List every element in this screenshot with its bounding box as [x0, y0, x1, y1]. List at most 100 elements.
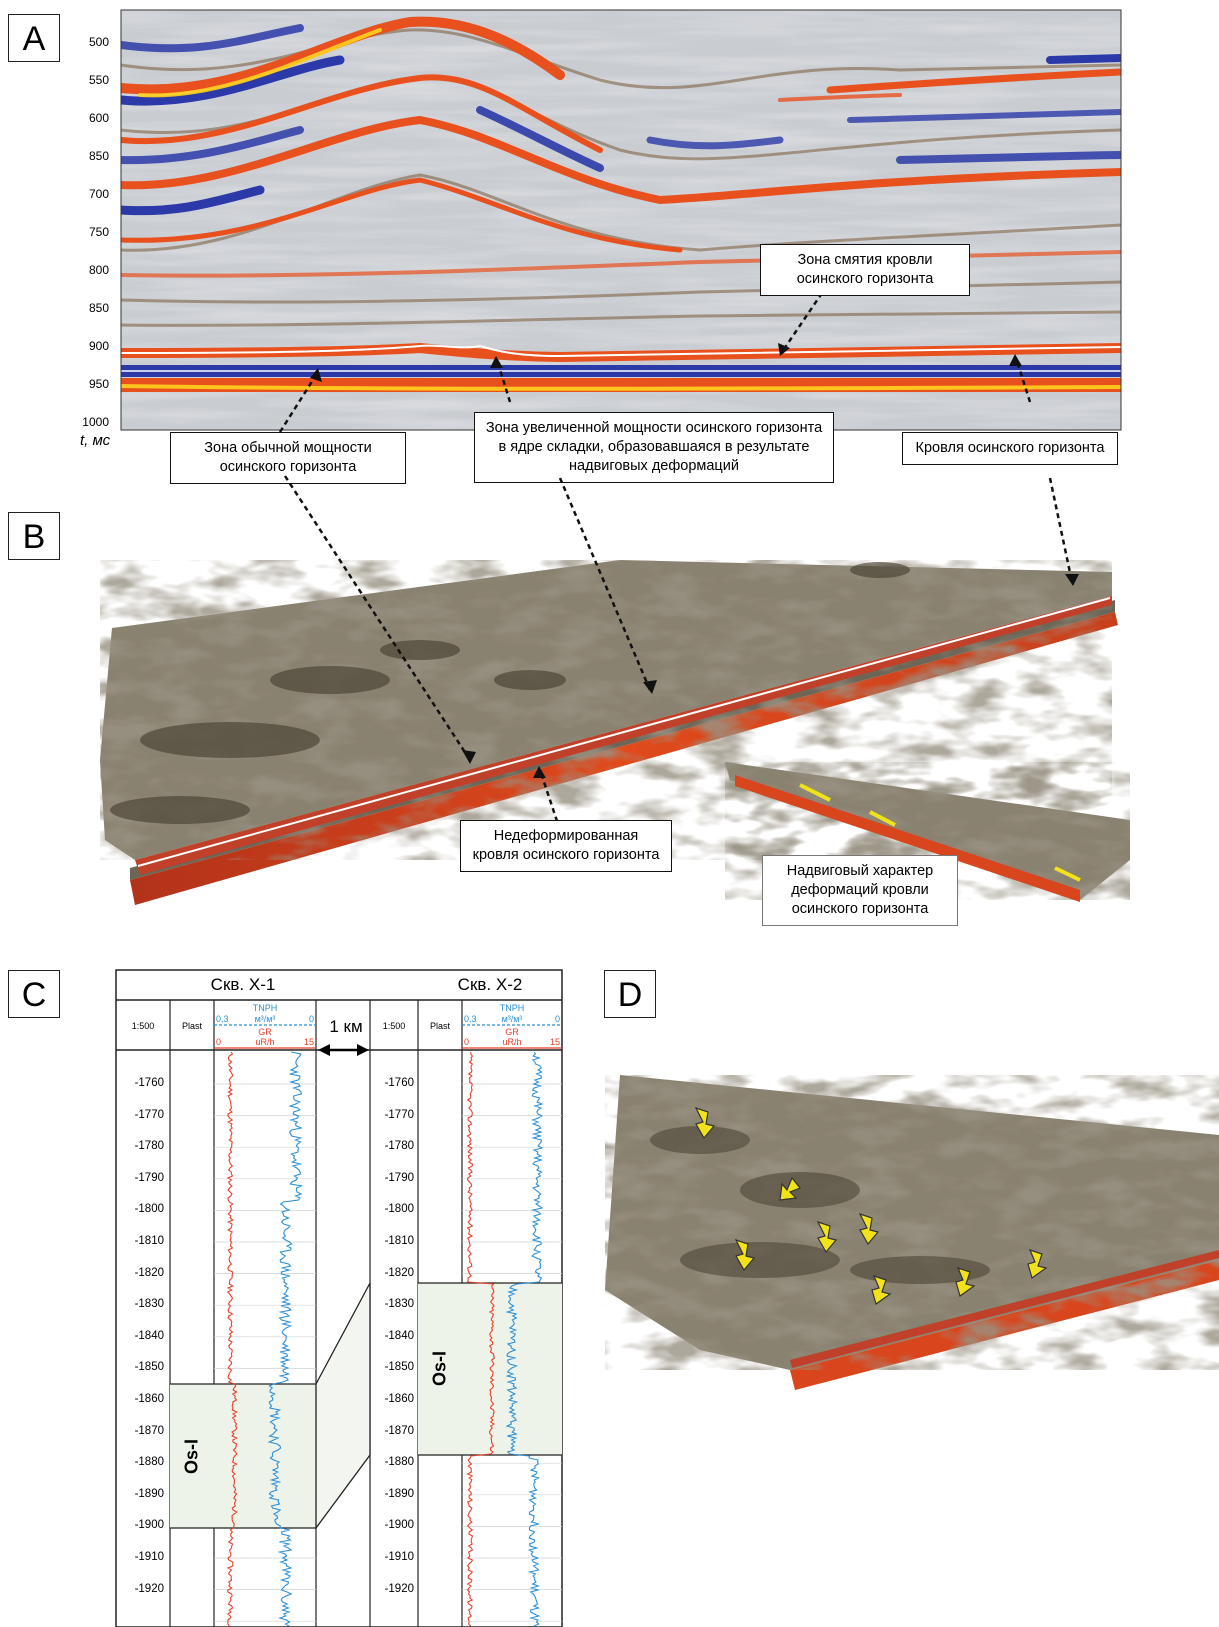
- horizon-surface-3d: [100, 475, 1130, 905]
- well1-gr-name: GR: [258, 1027, 272, 1037]
- well1-tnph-name: TNPH: [252, 1003, 278, 1013]
- arrow-mark: [694, 1106, 716, 1140]
- depth-label: -1860: [134, 1393, 164, 1405]
- y-tick: 800: [88, 263, 109, 277]
- y-tick: 550: [88, 73, 109, 87]
- depth-label: -1850: [384, 1361, 414, 1374]
- well2-tnph-max: 0: [554, 1014, 560, 1024]
- well1-tnph-max: 0: [308, 1014, 314, 1024]
- callout-increased-thickness: Зона увеличенной мощности осинского гори…: [474, 412, 834, 483]
- depth-label: -1810: [384, 1235, 414, 1247]
- depth-label: -1770: [384, 1108, 414, 1121]
- depth-label: -1830: [384, 1298, 414, 1311]
- arrow-mark: [955, 1267, 976, 1297]
- arrow-mark: [871, 1275, 892, 1305]
- y-tick: 1000: [82, 415, 109, 429]
- well2-tnph-min: 0,3: [464, 1014, 477, 1024]
- panel-label-c: C: [8, 970, 60, 1018]
- depth-label: -1870: [384, 1424, 414, 1437]
- well2-gr-unit: uR/h: [502, 1037, 522, 1047]
- panel-label-b: B: [8, 512, 60, 560]
- arrow-mark: [1027, 1249, 1048, 1279]
- well1-title: Скв. X-1: [210, 975, 276, 994]
- depth-label: -1870: [134, 1424, 164, 1437]
- depth-label: -1760: [384, 1077, 414, 1089]
- correlation-connector: [315, 1282, 371, 1530]
- panel-label-a: A: [8, 14, 60, 62]
- y-tick: 750: [88, 225, 109, 239]
- horizon-pick-line: [121, 344, 1121, 358]
- tnph-curve-well1: [267, 1051, 304, 1627]
- depth-label: -1900: [134, 1519, 164, 1532]
- depth-label: -1880: [384, 1456, 414, 1469]
- panel-label-d: D: [604, 970, 656, 1018]
- callout-undeformed-top: Недеформированная кровля осинского гориз…: [460, 820, 672, 872]
- well1-gr-unit: uR/h: [255, 1037, 275, 1047]
- arrow-mark: [779, 1176, 801, 1201]
- gr-curve-well2: [466, 1051, 496, 1627]
- depth-label: -1910: [134, 1551, 164, 1563]
- well2-title: Скв. X-2: [457, 975, 523, 994]
- y-tick: 700: [88, 187, 109, 201]
- depth-label: -1790: [384, 1171, 414, 1184]
- depth-label: -1840: [384, 1329, 414, 1342]
- thrust-arrows: [799, 783, 1081, 882]
- depth-label: -1880: [134, 1456, 164, 1469]
- depth-label: -1780: [134, 1140, 164, 1153]
- well1-plast: Plast: [181, 1021, 202, 1031]
- depth-label: -1820: [134, 1266, 164, 1279]
- well1-scale: 1:500: [131, 1021, 155, 1031]
- distance-label: 1 км: [329, 1017, 363, 1036]
- y-tick: 500: [88, 35, 109, 49]
- y-tick: 950: [88, 377, 109, 391]
- well2-tnph-name: TNPH: [499, 1003, 525, 1013]
- well2-scale: 1:500: [382, 1021, 406, 1031]
- depth-label: -1920: [384, 1582, 414, 1595]
- depth-label: -1760: [134, 1077, 164, 1089]
- depth-label: -1800: [134, 1203, 164, 1216]
- depth-label: -1820: [384, 1266, 414, 1279]
- tnph-curve-well2: [505, 1051, 544, 1627]
- well2-gr-name: GR: [505, 1027, 519, 1037]
- depth-label: -1860: [384, 1393, 414, 1405]
- well2-gr-max: 15: [549, 1037, 560, 1047]
- y-tick: 900: [88, 339, 109, 353]
- depth-label: -1890: [384, 1487, 414, 1500]
- os-layer-fill-well1: [170, 1384, 316, 1528]
- y-tick: 850: [88, 149, 109, 163]
- gr-curve-well1: [226, 1051, 239, 1627]
- depth-label: -1790: [134, 1171, 164, 1184]
- y-axis-label: t, мс: [80, 432, 111, 449]
- lower-horizon-edge: [130, 612, 1118, 905]
- depth-label: -1830: [134, 1298, 164, 1311]
- depth-label: -1800: [384, 1203, 414, 1216]
- seismic-section: [120, 9, 1122, 433]
- depth-label: -1910: [384, 1551, 414, 1563]
- well1-gr-max: 15: [303, 1037, 314, 1047]
- arrow-mark: [858, 1212, 880, 1246]
- well2-plast: Plast: [429, 1021, 450, 1031]
- arrow-mark: [816, 1220, 838, 1254]
- callout-thrust-character: Надвиговый характер деформаций кровли ос…: [762, 855, 958, 926]
- well1-tnph-min: 0,3: [216, 1014, 229, 1024]
- y-tick: 600: [88, 111, 109, 125]
- depth-label: -1770: [134, 1108, 164, 1121]
- depth-label: -1900: [384, 1519, 414, 1532]
- callout-normal-thickness: Зона обычной мощности осинского горизонт…: [170, 432, 406, 484]
- callout-horizon-top: Кровля осинского горизонта: [902, 432, 1118, 465]
- depth-label: -1840: [134, 1329, 164, 1342]
- well1-gr-min: 0: [216, 1037, 222, 1047]
- well2-gr-min: 0: [464, 1037, 470, 1047]
- depth-label: -1920: [134, 1582, 164, 1595]
- y-tick: 850: [88, 301, 109, 315]
- callout-crumple-zone: Зона смятия кровли осинского горизонта: [760, 244, 970, 296]
- depth-label: -1810: [134, 1235, 164, 1247]
- well2-tnph-unit: м³/м³: [501, 1014, 523, 1024]
- well1-tnph-unit: м³/м³: [254, 1014, 276, 1024]
- depth-label: -1850: [134, 1361, 164, 1374]
- depth-label: -1890: [134, 1487, 164, 1500]
- seismic-reflectors: [121, 10, 1121, 430]
